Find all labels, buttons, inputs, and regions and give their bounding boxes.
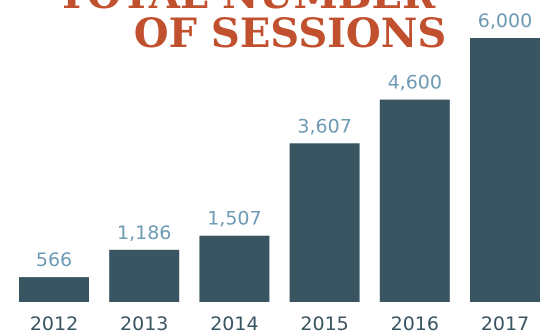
bar-2012 [19,277,89,302]
value-label-2013: 1,186 [117,222,171,244]
bar-2016 [379,99,450,302]
year-label-2014: 2014 [210,313,258,335]
value-label-2012: 566 [36,249,72,271]
bar-2013 [109,249,180,302]
chart-title-line-1: TOTAL NUMBER [57,0,436,18]
year-label-2017: 2017 [481,313,529,335]
chart-title-line-2: OF SESSIONS [134,10,446,57]
value-label-2016: 4,600 [388,72,442,94]
value-label-2014: 1,507 [207,208,261,230]
bar-2017 [470,38,540,302]
year-label-2015: 2015 [300,313,348,335]
year-labels: 2012 2013 2014 2015 2016 2017 [30,313,529,335]
value-labels: 566 1,186 1,507 3,607 4,600 6,000 [36,10,532,271]
bar-2015 [289,143,360,302]
chart-title: TOTAL NUMBER OF SESSIONS [57,0,447,57]
bar-2014 [199,235,270,302]
year-label-2013: 2013 [120,313,168,335]
year-label-2016: 2016 [391,313,439,335]
year-label-2012: 2012 [30,313,78,335]
value-label-2017: 6,000 [478,10,532,32]
bar-series [19,38,540,302]
value-label-2015: 3,607 [297,115,351,137]
